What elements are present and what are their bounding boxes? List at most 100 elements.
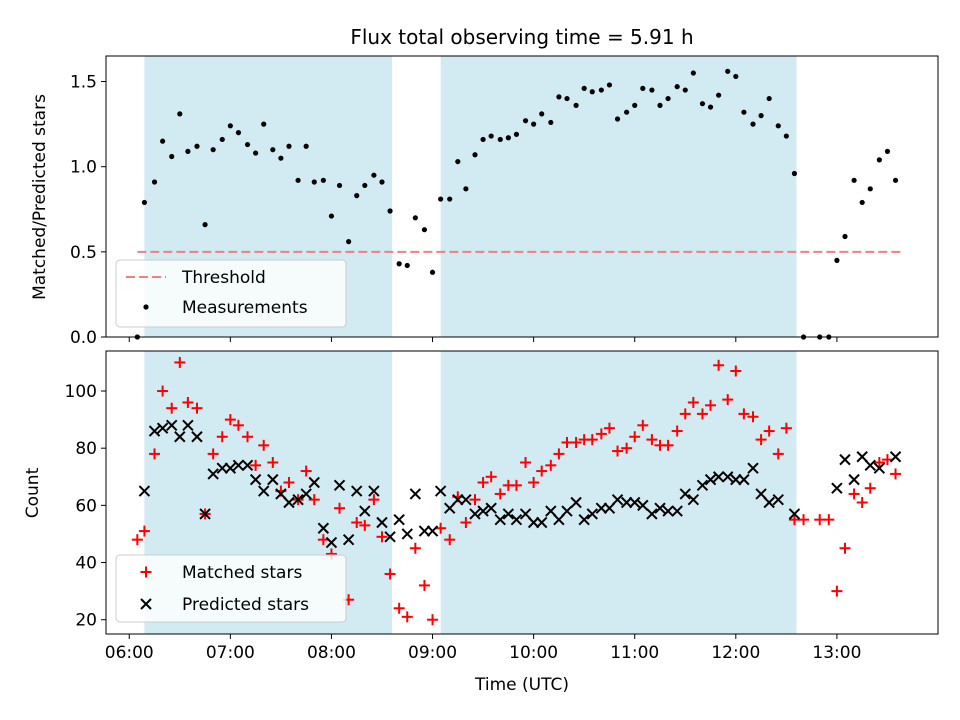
measurement-point [480, 136, 486, 143]
matched-star-point [157, 385, 169, 397]
matched-star-point [621, 442, 633, 454]
matched-star-point [232, 419, 244, 431]
matched-star-point [856, 497, 868, 509]
matched-star-point [738, 408, 750, 420]
predicted-star-point [409, 488, 422, 500]
predicted-star-point [788, 508, 801, 520]
matched-star-point [418, 579, 430, 591]
matched-star-point [435, 522, 447, 534]
matched-star-point [224, 414, 236, 426]
matched-star-point [376, 531, 388, 543]
matched-star-point [873, 456, 885, 468]
measurement-point [690, 70, 696, 76]
predicted-star-point [578, 513, 590, 526]
predicted-star-point [232, 459, 245, 472]
y-tick-label: 0.5 [70, 243, 97, 263]
predicted-star-point [839, 453, 851, 466]
measurement-point [396, 261, 402, 267]
measurement-point [311, 179, 317, 185]
measurement-point [354, 193, 360, 199]
matched-star-point [317, 534, 329, 546]
predicted-star-point [191, 431, 203, 443]
measurement-point [531, 121, 537, 127]
measurement-point [665, 95, 671, 102]
x-tick-label: 10:00 [509, 643, 558, 663]
measurement-point [775, 123, 781, 129]
matched-star-point [679, 408, 691, 420]
predicted-star-point [611, 493, 624, 506]
measurement-point [151, 179, 158, 185]
measurement-point [834, 257, 840, 263]
measurement-point [674, 84, 680, 90]
measurement-point [286, 143, 292, 149]
predicted-star-point [510, 513, 523, 526]
matched-star-point [881, 454, 893, 466]
predicted-star-point [889, 451, 902, 463]
measurement-point [758, 113, 764, 119]
predicted-star-point [595, 502, 608, 514]
predicted-star-point [654, 502, 666, 514]
predicted-star-point [207, 468, 219, 480]
predicted-star-point [536, 516, 548, 529]
y-tick-label: 0.0 [70, 328, 97, 348]
measurement-point [716, 92, 722, 98]
predicted-star-point [434, 485, 447, 497]
predicted-star-point [300, 488, 312, 500]
measurement-point [202, 222, 208, 228]
matched-star-point [494, 488, 506, 500]
y-tick-label: 60 [75, 496, 97, 516]
matched-star-point [586, 434, 598, 446]
measurement-point [539, 111, 545, 117]
measurement-point [429, 269, 436, 275]
predicted-star-point [317, 522, 330, 534]
matched-star-point [662, 439, 674, 451]
predicted-star-point [292, 493, 304, 506]
matched-star-point [595, 428, 607, 440]
measurement-point [682, 87, 688, 93]
x-tick-label: 06:00 [105, 643, 154, 663]
matched-star-point [823, 514, 835, 526]
top-shaded-regions [144, 56, 797, 337]
predicted-star-point [561, 505, 573, 517]
predicted-star-point [704, 473, 717, 486]
matched-star-point [671, 425, 683, 437]
ratio-x-ticks [128, 337, 838, 342]
ratio-panel: 0.0 0.5 1.0 1.5 Matched/Predicted stars Thr… [30, 55, 939, 348]
measurement-point [522, 118, 529, 124]
predicted-star-point [485, 502, 497, 514]
matched-star-point [384, 568, 396, 580]
ratio-legend: Threshold Measurements [115, 259, 347, 328]
measurement-point [725, 68, 731, 74]
matched-star-point [553, 448, 565, 460]
measurement-point [573, 102, 579, 108]
measurement-point [649, 87, 655, 93]
measurement-point [455, 158, 461, 165]
matched-star-point [393, 602, 405, 614]
predicted-star-point [418, 525, 431, 537]
measurement-point [303, 143, 309, 149]
matched-star-point [545, 459, 557, 471]
matched-star-point [831, 585, 843, 597]
predicted-star-point [359, 505, 371, 517]
measurement-point [346, 239, 352, 245]
measurement-point [564, 95, 570, 102]
predicted-star-point [747, 462, 759, 474]
count-x-ticks: 06:00 07:00 08:00 09:00 10:00 11:00 12:00 13:00 [105, 634, 861, 663]
measurement-point [253, 150, 259, 156]
matched-star-point [460, 517, 472, 529]
matched-star-point [242, 431, 254, 443]
predicted-star-point [224, 462, 237, 474]
y-tick-label: 100 [65, 382, 97, 402]
measurement-point [791, 170, 798, 177]
measurement-point [320, 177, 326, 183]
predicted-star-point [696, 479, 709, 492]
count-y-axis-label: Count [23, 467, 43, 518]
predicted-star-point [864, 459, 876, 472]
measurement-point [598, 87, 604, 93]
measurements-legend-swatch [143, 304, 149, 310]
predicted-star-point [671, 505, 683, 517]
predicted-star-point [249, 473, 262, 486]
predicted-star-point [763, 496, 775, 509]
predicted-star-point [679, 488, 691, 500]
y-tick-label: 1.0 [70, 158, 97, 178]
